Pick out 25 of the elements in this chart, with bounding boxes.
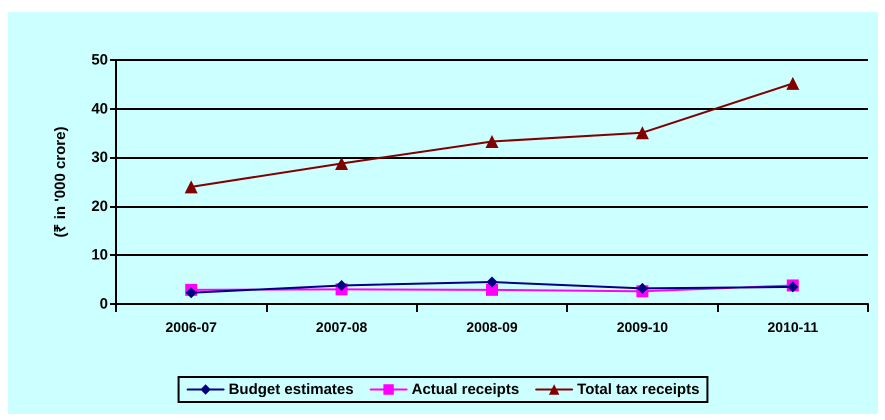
y-tick-label: 40 bbox=[91, 100, 108, 118]
legend-label: Budget estimates bbox=[228, 381, 354, 398]
x-tick-label: 2009-10 bbox=[616, 319, 668, 335]
point bbox=[636, 282, 648, 294]
point bbox=[186, 287, 197, 298]
y-axis-title: (₹ in '000 crore) bbox=[52, 126, 69, 238]
y-tick-label: 0 bbox=[100, 296, 108, 312]
x-tick-label: 2010-11 bbox=[767, 319, 818, 335]
point bbox=[786, 76, 800, 90]
point bbox=[184, 180, 198, 194]
x-tick-label: 2008-09 bbox=[466, 319, 518, 335]
point bbox=[486, 276, 498, 288]
x-tick-label: 2007-08 bbox=[316, 319, 368, 335]
point bbox=[486, 134, 498, 148]
point bbox=[636, 126, 649, 140]
point bbox=[335, 156, 348, 170]
legend-label: Actual receipts bbox=[412, 381, 520, 398]
y-tick-label: 30 bbox=[91, 149, 108, 166]
y-tick-label: 50 bbox=[91, 52, 108, 68]
point bbox=[336, 280, 348, 291]
y-tick-label: 20 bbox=[91, 198, 108, 215]
y-tick-label: 10 bbox=[91, 246, 108, 264]
x-tick-label: 2006-07 bbox=[166, 319, 218, 335]
point bbox=[486, 284, 498, 296]
legend-label: Total tax receipts bbox=[577, 381, 700, 398]
